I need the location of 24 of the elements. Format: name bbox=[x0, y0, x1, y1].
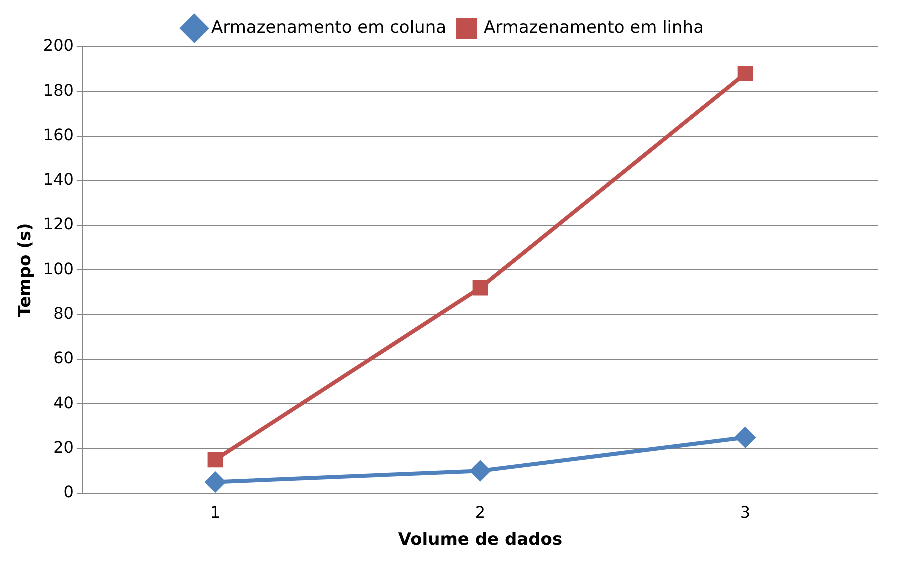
y-tick-label: 100 bbox=[43, 259, 74, 278]
legend-label: Armazenamento em coluna bbox=[212, 18, 447, 38]
legend-label: Armazenamento em linha bbox=[484, 18, 704, 38]
y-tick-label: 120 bbox=[43, 214, 74, 234]
y-axis-title: Tempo (s) bbox=[16, 223, 36, 318]
point bbox=[472, 280, 488, 296]
y-tick-label: 40 bbox=[54, 393, 74, 412]
x-tick-label: 2 bbox=[475, 503, 486, 522]
point bbox=[470, 461, 490, 482]
point bbox=[735, 428, 756, 448]
y-tick-label: 140 bbox=[43, 170, 74, 190]
point bbox=[205, 472, 226, 492]
x-axis-title: Volume de dados bbox=[398, 530, 563, 550]
y-tick-label: 60 bbox=[54, 348, 74, 368]
x-tick-label: 3 bbox=[740, 503, 751, 522]
y-tick-label: 80 bbox=[54, 304, 74, 323]
y-tick-label: 0 bbox=[64, 482, 74, 502]
y-tick-label: 160 bbox=[43, 125, 74, 144]
point bbox=[208, 452, 224, 468]
x-tick-label: 1 bbox=[210, 503, 221, 522]
y-tick-label: 180 bbox=[43, 80, 74, 100]
point bbox=[738, 66, 754, 82]
y-tick-label: 200 bbox=[43, 36, 74, 56]
y-tick-label: 20 bbox=[54, 438, 74, 457]
